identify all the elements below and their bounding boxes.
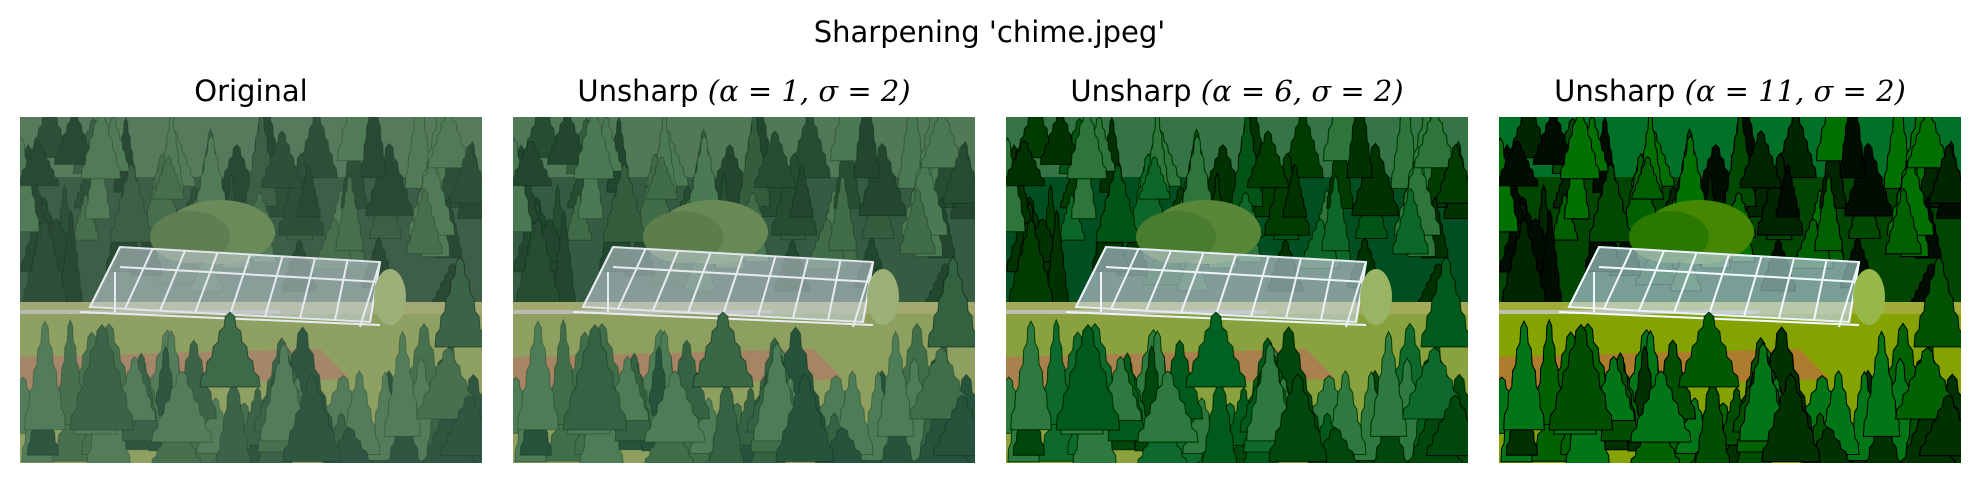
panel-title-math: (α = 11, σ = 2)	[1684, 74, 1906, 108]
panel-title-text: Unsharp	[1554, 74, 1685, 108]
landscape-photo	[1499, 117, 1961, 463]
photo-original	[20, 117, 482, 463]
figure-suptitle: Sharpening 'chime.jpeg'	[813, 15, 1166, 49]
panel-title-unsharp-alpha-6: Unsharp (α = 6, σ = 2)	[1006, 68, 1468, 114]
panel-title-text: Original	[194, 74, 308, 108]
landscape-photo	[1006, 117, 1468, 463]
panel-title-text: Unsharp	[577, 74, 708, 108]
photo-unsharp-alpha-1	[513, 117, 975, 463]
panel-title-unsharp-alpha-1: Unsharp (α = 1, σ = 2)	[513, 68, 975, 114]
panel-title-original: Original	[20, 68, 482, 114]
photo-unsharp-alpha-11	[1499, 117, 1961, 463]
panel-title-math: (α = 6, σ = 2)	[1200, 74, 1404, 108]
photo-unsharp-alpha-6	[1006, 117, 1468, 463]
panel-title-text: Unsharp	[1070, 74, 1201, 108]
landscape-photo	[20, 117, 482, 463]
landscape-photo	[513, 117, 975, 463]
panel-title-unsharp-alpha-11: Unsharp (α = 11, σ = 2)	[1499, 68, 1961, 114]
panel-title-math: (α = 1, σ = 2)	[707, 74, 911, 108]
